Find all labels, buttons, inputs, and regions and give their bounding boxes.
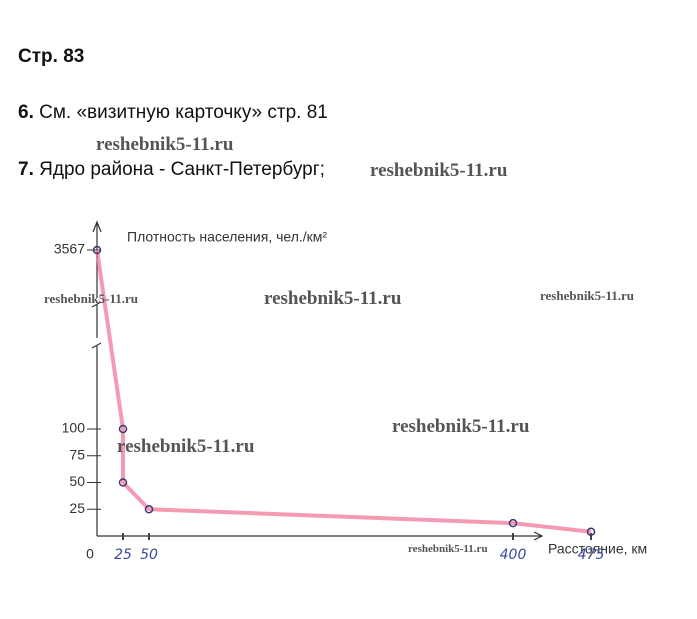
x-tick-label: 400: [500, 547, 527, 563]
data-point: [92, 245, 102, 255]
watermark: reshebnik5-11.ru: [392, 416, 530, 437]
x-tick-label: 50: [140, 547, 158, 563]
item: 7. Ядро района - Санкт-Петербург;: [18, 159, 325, 181]
item-number: 7.: [18, 159, 34, 180]
y-axis-label: Плотность населения, чел./км²: [127, 229, 327, 245]
y-tick-label: 75: [69, 446, 85, 462]
x-axis-label: Расстояние, км: [548, 541, 647, 557]
data-point: [118, 478, 128, 487]
data-point: [144, 505, 154, 514]
y-tick-label: 25: [69, 500, 85, 516]
y-tick-label: 100: [62, 420, 86, 436]
axis-break: [91, 301, 102, 349]
y-tick-label: 3567: [54, 241, 85, 257]
page-title: Стр. 83: [18, 46, 85, 67]
series-line: [95, 249, 592, 534]
y-tick-label: 50: [69, 473, 85, 489]
item: 6. См. «визитную карточку» стр. 81: [18, 102, 328, 124]
x-axis: [97, 531, 544, 541]
watermark: reshebnik5-11.ru: [370, 160, 508, 181]
x-tick-label: 475: [578, 547, 605, 563]
watermark: reshebnik5-11.ru: [117, 436, 255, 457]
y-axis: [92, 220, 102, 536]
data-point: [118, 424, 128, 434]
item-text: Ядро района - Санкт-Петербург;: [39, 159, 325, 180]
watermark: reshebnik5-11.ru: [44, 291, 139, 306]
x-tick-label: 25: [114, 547, 132, 563]
data-point: [508, 518, 518, 528]
x-tick-label: 0: [86, 546, 94, 562]
data-point: [586, 527, 596, 536]
watermark: reshebnik5-11.ru: [96, 134, 234, 155]
watermark: reshebnik5-11.ru: [408, 543, 488, 555]
item-number: 6.: [18, 102, 34, 123]
watermark: reshebnik5-11.ru: [264, 288, 402, 309]
item-text: См. «визитную карточку» стр. 81: [39, 102, 328, 123]
watermark: reshebnik5-11.ru: [540, 288, 635, 303]
